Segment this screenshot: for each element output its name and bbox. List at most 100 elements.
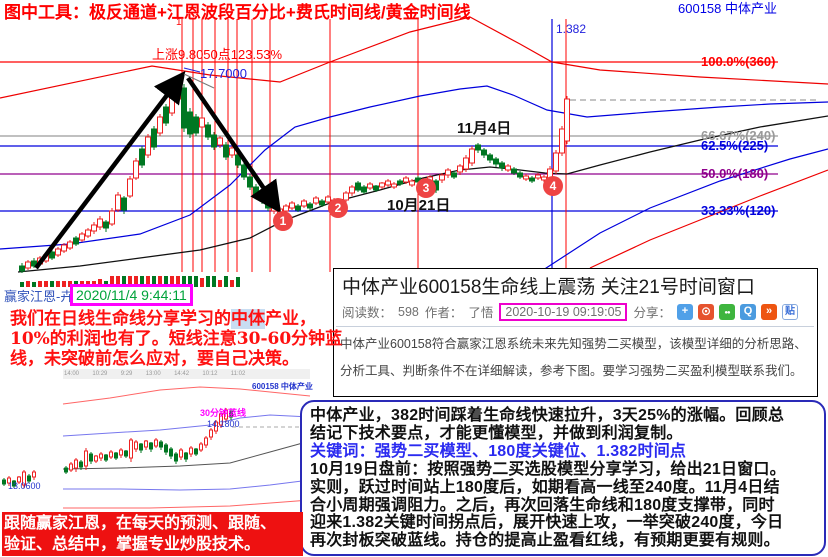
wechat-icon[interactable] xyxy=(719,303,735,320)
candle-body xyxy=(367,183,373,189)
candle-body xyxy=(259,193,265,202)
candle-body xyxy=(115,194,121,211)
candle-body xyxy=(559,128,565,154)
candle-body xyxy=(7,477,11,484)
candle-body xyxy=(523,175,529,180)
volume-bar xyxy=(128,276,132,287)
candle-body xyxy=(134,441,138,450)
candle-body xyxy=(224,409,228,420)
volume-bar xyxy=(122,276,126,287)
candle-body xyxy=(313,197,319,204)
fib-seq-1-label: 1 xyxy=(176,17,182,28)
gann-level-label: 62.5%(225) xyxy=(701,138,769,153)
candle-body xyxy=(61,244,67,252)
volume-bar xyxy=(134,276,138,287)
candle-body xyxy=(139,443,143,451)
author-name[interactable]: 了悟 xyxy=(468,306,494,320)
candle-body xyxy=(55,248,61,256)
fib-1382-label: 1.382 xyxy=(556,22,587,36)
candle-body xyxy=(103,221,109,229)
candle-body xyxy=(169,448,173,457)
candle-body xyxy=(361,186,367,193)
mini-channel-line xyxy=(62,414,311,437)
candle-body xyxy=(149,442,153,450)
volume-bar xyxy=(62,281,66,287)
candle-body xyxy=(219,413,223,426)
channel-line xyxy=(0,85,828,250)
article-title: 中体产业600158生命线上震荡 关注21号时间窗口 xyxy=(342,277,755,298)
volume-bar xyxy=(44,281,48,287)
candle-body xyxy=(445,169,451,176)
analysis-note-box: 中体产业，382时间踩着生命线快速拉升，3天25%的涨幅。回顾总 结记下技术要点，… xyxy=(300,400,826,556)
candle-body xyxy=(385,180,391,186)
candle-body xyxy=(211,134,217,148)
analysis-line-6: 合小周期强调阻力。之后，再次回落生命线和180度支撑带，同时 xyxy=(310,496,775,514)
note-line-3: 线，未突破前怎么应对，要自己决策。 xyxy=(10,349,299,369)
article-timestamp-badge: 2020-10-19 09:19:05 xyxy=(499,302,628,321)
candle-body xyxy=(517,172,523,178)
candle-body xyxy=(194,448,198,455)
weibo-icon[interactable] xyxy=(698,303,714,320)
share-buttons xyxy=(677,303,798,320)
note-timestamp-badge: 2020/11/4 9:44:11 xyxy=(70,284,193,307)
mini-chart-stock-label: 600158 中体产业 xyxy=(252,382,313,391)
volume-bar xyxy=(26,281,30,287)
candle-body xyxy=(145,136,151,156)
mini-channel-line xyxy=(62,386,311,405)
candle-body xyxy=(64,467,68,473)
candle-body xyxy=(124,450,128,457)
article-body-line-1: 中体产业600158符合赢家江恩系统未来先知强势二买模型，该模型详细的分析思路、 xyxy=(340,337,807,351)
candle-body xyxy=(169,94,175,114)
candle-body xyxy=(22,471,26,486)
article-meta: 阅读数： 598 作者： 了悟 2020-10-19 09:19:05 分享： xyxy=(342,302,798,321)
gann-level-label: 33.33%(120) xyxy=(701,203,776,218)
candle-body xyxy=(235,154,241,166)
footer-slogan-banner: 跟随赢家江恩，在每天的预测、跟随、 验证、总结中，掌握专业炒股技术。 xyxy=(2,512,303,556)
candle-body xyxy=(253,186,259,196)
candle-body xyxy=(204,437,208,446)
trend-arrow xyxy=(186,76,282,214)
article-divider xyxy=(336,326,814,327)
candle-body xyxy=(193,116,199,134)
tieba-icon[interactable] xyxy=(782,303,798,320)
candle-body xyxy=(25,261,31,269)
mini-channel-line xyxy=(63,479,311,491)
mini-chart-low-price: 13.0600 xyxy=(8,481,41,491)
candle-body xyxy=(69,463,73,471)
candle-body xyxy=(74,459,78,469)
candle-body xyxy=(247,176,253,188)
candle-body xyxy=(2,479,6,485)
candle-body xyxy=(104,454,108,461)
candle-body xyxy=(241,164,247,178)
candle-body xyxy=(49,251,55,259)
candle-body xyxy=(209,429,213,438)
qq-icon[interactable] xyxy=(740,303,756,320)
candle-body xyxy=(94,455,98,462)
candle-body xyxy=(217,137,223,146)
reads-label: 阅读数： xyxy=(342,306,393,320)
mini-chart-time-ticks: 14:00 10:29 9:29 13:00 14:42 10:12 11:02 xyxy=(64,371,246,377)
wave-marker-1: 1 xyxy=(273,211,293,231)
candle-body xyxy=(355,182,361,191)
candle-body xyxy=(73,237,79,245)
qzone-icon[interactable] xyxy=(761,303,777,320)
candle-body xyxy=(289,202,295,209)
note-line-1: 我们在日线生命线分享学习的中体产业， xyxy=(10,309,316,329)
candle-body xyxy=(151,128,157,148)
candle-body xyxy=(511,168,517,174)
article-card: 中体产业600158生命线上震荡 关注21号时间窗口 阅读数： 598 作者： 了悟… xyxy=(333,268,818,397)
volume-bar xyxy=(224,276,228,287)
channel-line xyxy=(0,16,828,99)
mini-chart-tick-bar xyxy=(63,369,310,379)
date-oct21-label: 10月21日 xyxy=(387,197,451,214)
candle-body xyxy=(67,241,73,249)
candle-body xyxy=(154,439,158,447)
candle-body xyxy=(84,450,88,467)
volume-bar xyxy=(158,276,162,287)
candle-body xyxy=(475,144,481,151)
candle-body xyxy=(121,197,127,211)
share-more-icon[interactable] xyxy=(677,303,693,320)
candle-body xyxy=(144,440,148,448)
analysis-line-8: 再次封板突破蓝线。持仓的提高止盈看红线，有预期更要有规则。 xyxy=(310,532,780,550)
mini-channel-line xyxy=(62,440,311,470)
